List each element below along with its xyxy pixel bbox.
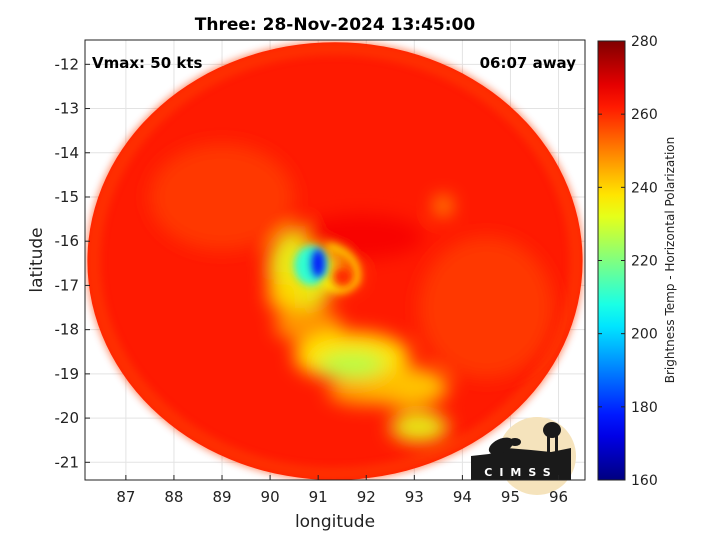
colorbar-label: Brightness Temp - Horizontal Polarizatio… — [663, 137, 677, 384]
logo-dish-small — [509, 438, 521, 446]
logo-hills — [471, 448, 571, 462]
eye-band — [320, 242, 361, 293]
colorbar-tick-label-0: 280 — [631, 34, 658, 50]
tick-layer: 87 88 89 90 91 92 93 94 95 96 -12 -13 -14 -15 -16 -17 -1… — [55, 55, 569, 506]
x-tick-label-3: 90 — [261, 488, 280, 506]
feature-2 — [311, 249, 325, 278]
colorbar-tick-label-6: 160 — [631, 473, 658, 489]
feature-3 — [267, 276, 302, 312]
y-tick-label-2: -14 — [55, 144, 80, 162]
x-tick-label-5: 92 — [357, 488, 376, 506]
colorbar-tick-label-4: 200 — [631, 327, 658, 343]
y-tick-label-4: -16 — [55, 232, 80, 250]
axes-frame — [84, 39, 586, 481]
x-tick-label-2: 89 — [212, 488, 231, 506]
logo-water-tower — [543, 422, 561, 438]
chart-title: Three: 28-Nov-2024 13:45:00 — [195, 15, 476, 35]
x-tick-label-0: 87 — [116, 488, 135, 506]
vmax-annotation: Vmax: 50 kts — [92, 54, 202, 72]
feature-6 — [318, 351, 386, 379]
feature-13 — [149, 143, 295, 251]
y-tick-label-6: -18 — [55, 321, 80, 339]
colorbar-tick-label-3: 220 — [631, 254, 658, 270]
colorbar-tick-label-1: 260 — [631, 107, 658, 123]
x-tick-label-8: 95 — [501, 488, 520, 506]
logo-dish — [488, 437, 514, 455]
time-away-annotation: 06:07 away — [480, 54, 577, 72]
feature-9 — [327, 378, 405, 405]
logo-banner — [471, 462, 571, 480]
cimss-logo: CIMSS — [471, 417, 576, 495]
feature-10 — [434, 196, 452, 216]
y-tick-label-9: -21 — [55, 453, 80, 471]
y-tick-label-1: -13 — [55, 100, 80, 118]
y-tick-label-8: -20 — [55, 409, 80, 427]
x-tick-label-7: 94 — [453, 488, 472, 506]
colorbar-tick-label-5: 180 — [631, 400, 658, 416]
x-tick-label-9: 96 — [549, 488, 568, 506]
swath-edge — [86, 41, 584, 480]
colorbar-tick-label-2: 240 — [631, 180, 658, 196]
feature-14 — [419, 236, 554, 379]
feature-4 — [274, 307, 343, 343]
y-tick-label-3: -15 — [55, 188, 80, 206]
y-tick-label-0: -12 — [55, 55, 80, 73]
logo-tower — [547, 436, 550, 460]
colorbar-ticks: 280 260 240 220 200 180 160 — [598, 34, 658, 489]
logo-text: CIMSS — [484, 466, 557, 479]
y-tick-label-7: -19 — [55, 365, 80, 383]
feature-8 — [390, 411, 448, 443]
eye — [334, 268, 351, 285]
x-tick-label-1: 88 — [164, 488, 183, 506]
y-tick-label-5: -17 — [55, 276, 80, 294]
x-tick-label-4: 91 — [309, 488, 328, 506]
x-axis-label: longitude — [295, 512, 375, 532]
heatmap — [86, 41, 584, 480]
colorbar — [598, 41, 625, 480]
x-tick-label-6: 93 — [405, 488, 424, 506]
swath-layer — [86, 41, 584, 480]
y-axis-label: latitude — [27, 227, 47, 292]
